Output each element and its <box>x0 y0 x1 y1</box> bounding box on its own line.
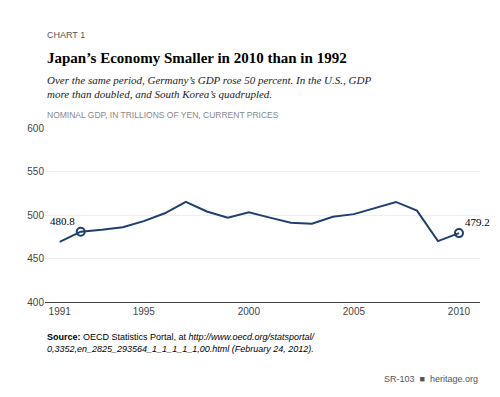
svg-text:550: 550 <box>27 166 44 177</box>
svg-text:2010: 2010 <box>448 306 471 317</box>
svg-text:600: 600 <box>27 123 44 134</box>
svg-text:480.8: 480.8 <box>50 215 75 227</box>
svg-text:2000: 2000 <box>238 306 261 317</box>
svg-text:Source: OECD Statistics Portal: Source: OECD Statistics Portal, at http:… <box>47 332 316 354</box>
svg-text:Japan’s Economy Smaller in 201: Japan’s Economy Smaller in 2010 than in … <box>47 50 347 66</box>
svg-text:500: 500 <box>27 210 44 221</box>
svg-text:400: 400 <box>27 297 44 308</box>
svg-text:1991: 1991 <box>49 306 72 317</box>
svg-text:479.2: 479.2 <box>465 216 490 228</box>
svg-text:NOMINAL GDP, IN TRILLIONS OF Y: NOMINAL GDP, IN TRILLIONS OF YEN, CURREN… <box>47 110 279 120</box>
svg-text:SR-103 ■ heritage.org: SR-103 ■ heritage.org <box>384 374 478 384</box>
svg-text:1995: 1995 <box>133 306 156 317</box>
svg-text:450: 450 <box>27 253 44 264</box>
svg-text:CHART 1: CHART 1 <box>47 30 85 40</box>
svg-text:Over the same period, Germany’: Over the same period, Germany’s GDP rose… <box>47 74 371 100</box>
svg-text:2005: 2005 <box>343 306 366 317</box>
